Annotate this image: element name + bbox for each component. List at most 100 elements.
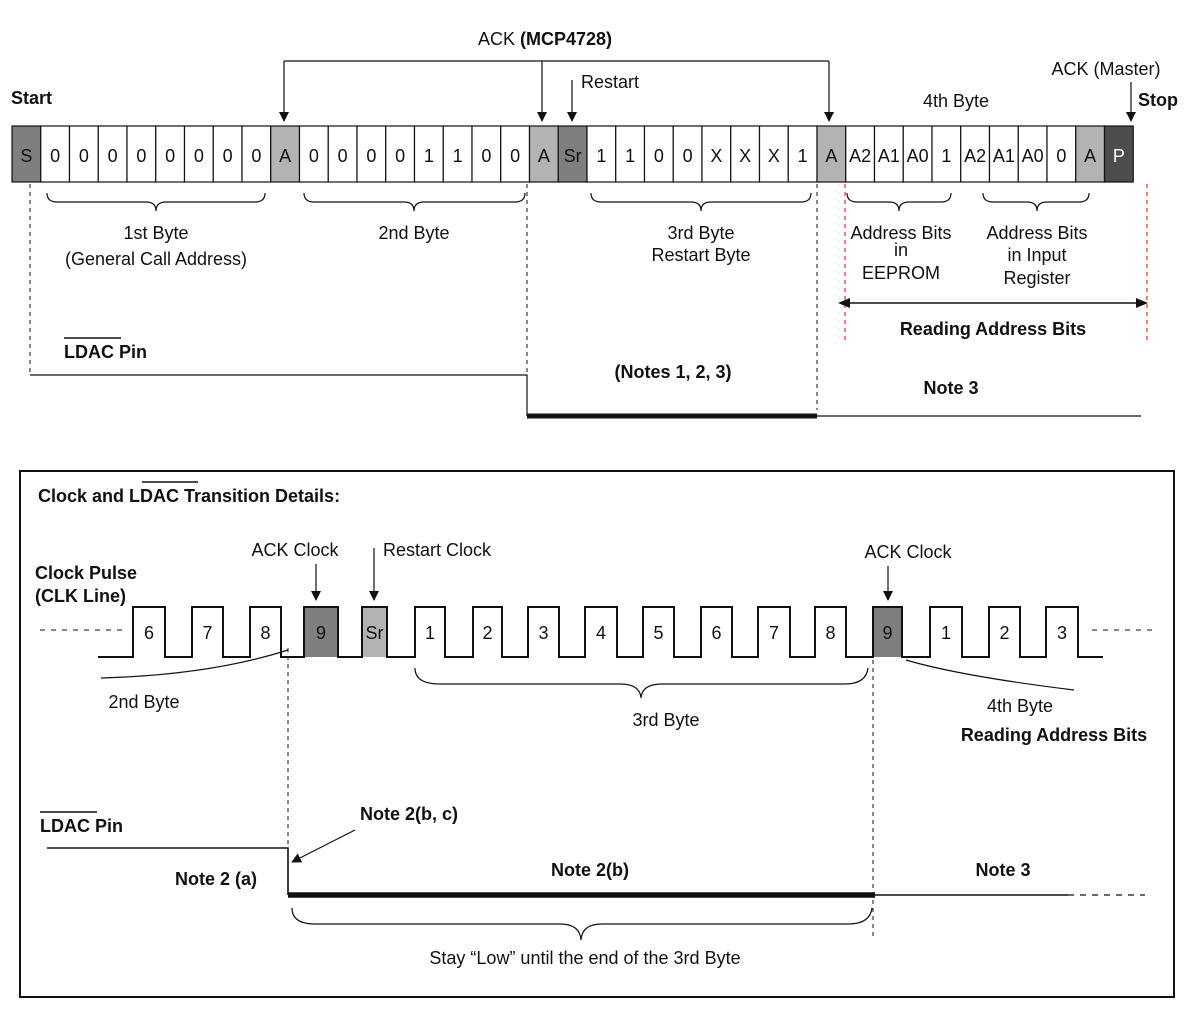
bit-cell: 1: [615, 125, 646, 183]
bit-cell: X: [730, 125, 761, 183]
bit-cell: 0: [500, 125, 531, 183]
bit-cell-label: 0: [108, 146, 118, 166]
bit-cell: 0: [68, 125, 99, 183]
bit-cell: 0: [672, 125, 703, 183]
bit-cell-label: S: [20, 146, 32, 166]
clock-pulse-label: 3: [1057, 623, 1067, 643]
clock-pulse-fill: [362, 607, 387, 657]
top-ldac-waveform: [30, 374, 1141, 419]
byte4-curve: [905, 659, 1075, 691]
bit-cell: 1: [931, 125, 962, 183]
bit-cell: X: [701, 125, 732, 183]
bit-cell-label: 1: [453, 146, 463, 166]
clock-pulse-label: 6: [711, 623, 721, 643]
ack-clock2-label: ACK Clock: [864, 542, 952, 562]
bit-cell-label: A: [538, 146, 550, 166]
top-ldac-pin-label: LDAC Pin: [64, 342, 147, 362]
clock-pulse-label: 6: [144, 623, 154, 643]
bit-cell-label: A0: [907, 146, 929, 166]
bit-cell-label: 0: [654, 146, 664, 166]
top-section: ACK (MCP4728) Restart Start Stop ACK (Ma…: [11, 29, 1178, 419]
brace-byte1: [46, 192, 266, 212]
clock-pulse-label-1: Clock Pulse: [35, 563, 137, 583]
bit-cell-label: 0: [165, 146, 175, 166]
bit-cell: 0: [183, 125, 214, 183]
bottom-byte3-label: 3rd Byte: [632, 710, 699, 730]
bit-cell: P: [1103, 125, 1134, 183]
bit-cell-label: A2: [849, 146, 871, 166]
bit-cell: A1: [988, 125, 1019, 183]
bit-cell: A2: [845, 125, 876, 183]
ack-mcp4728-label: ACK (MCP4728): [478, 29, 612, 49]
details-title: Clock and LDAC Transition Details:: [38, 486, 340, 506]
clock-pulse-label: 1: [941, 623, 951, 643]
bit-cell: A0: [1017, 125, 1048, 183]
bit-cell: 0: [40, 125, 71, 183]
bit-cell-label: A2: [964, 146, 986, 166]
clock-pulse-label: 9: [316, 623, 326, 643]
clock-pulse-fill: [873, 607, 902, 657]
bit-cell-label: 1: [596, 146, 606, 166]
addr-eeprom-label-3: EEPROM: [862, 263, 940, 283]
clock-pulse-label: 2: [482, 623, 492, 643]
bit-cell: A: [1075, 125, 1106, 183]
bit-cell-label: 0: [366, 146, 376, 166]
reading-address-label: Reading Address Bits: [900, 319, 1086, 339]
note2b-label: Note 2(b): [551, 860, 629, 880]
bit-cell-label: 0: [50, 146, 60, 166]
addr-input-label-1: Address Bits: [986, 223, 1087, 243]
bottom-ldac-waveform: [47, 847, 1145, 898]
bit-cell-label: A: [825, 146, 837, 166]
bit-cell-label: 1: [625, 146, 635, 166]
ack-clock-label: ACK Clock: [251, 540, 339, 560]
bit-cell: Sr: [557, 125, 588, 183]
bit-cell: 0: [155, 125, 186, 183]
bit-cell-label: P: [1113, 146, 1125, 166]
bit-cell: A2: [960, 125, 991, 183]
clock-waveform: 6 7 8 9 Sr 1 2 3 4 5 6 7 8 9 1 2 3: [98, 606, 1103, 658]
bit-cell: 0: [97, 125, 128, 183]
bit-cell: 0: [212, 125, 243, 183]
bit-cell-label: 0: [194, 146, 204, 166]
bit-cell: 0: [241, 125, 272, 183]
bit-cell-row: S 0 0 0 0 0 0 0 0 A 0 0 0 0 1 1 0 0 A Sr 1 1 0 0 X X X 1 A A2 A1 A0 1 A2 A…: [11, 125, 1134, 183]
clock-pulse-label: 8: [260, 623, 270, 643]
addr-eeprom-label-2: in: [894, 240, 908, 260]
bit-cell-label: A0: [1022, 146, 1044, 166]
bit-cell-label: X: [739, 146, 751, 166]
bit-cell: 1: [787, 125, 818, 183]
clock-pulse-label-2: (CLK Line): [35, 586, 126, 606]
clock-pulse-fill: [304, 607, 338, 657]
bit-cell: S: [11, 125, 42, 183]
note2bc-label: Note 2(b, c): [360, 804, 458, 824]
bit-cell-label: 0: [481, 146, 491, 166]
bit-cell: A: [816, 125, 847, 183]
brace-addr-input: [982, 192, 1090, 212]
bit-cell: A: [528, 125, 559, 183]
stay-low-brace: [291, 907, 873, 941]
stop-label: Stop: [1138, 90, 1178, 110]
addr-eeprom-label-1: Address Bits: [850, 223, 951, 243]
brace-byte3: [590, 192, 812, 212]
byte1-sublabel: (General Call Address): [65, 249, 247, 269]
top-note3-label: Note 3: [923, 378, 978, 398]
restart-label: Restart: [581, 72, 639, 92]
brace-addr-eeprom: [846, 192, 952, 212]
byte-braces: [46, 192, 1090, 212]
bit-cell-label: 0: [338, 146, 348, 166]
bottom-brace-byte3: [414, 667, 869, 699]
bit-cell: 1: [413, 125, 444, 183]
bottom-note3-label: Note 3: [975, 860, 1030, 880]
bit-cell-label: 0: [395, 146, 405, 166]
stay-low-label: Stay “Low” until the end of the 3rd Byte: [429, 948, 740, 968]
bit-cell-label: 1: [798, 146, 808, 166]
bit-cell: 0: [643, 125, 674, 183]
byte2-curve: [100, 649, 289, 679]
bit-cell: 0: [126, 125, 157, 183]
bottom-byte2-label: 2nd Byte: [108, 692, 179, 712]
bit-cell-label: 1: [941, 146, 951, 166]
bit-cell-label: 0: [79, 146, 89, 166]
bit-cell-label: A: [279, 146, 291, 166]
clock-pulse-label: 4: [596, 623, 606, 643]
notes-123-label: (Notes 1, 2, 3): [614, 362, 731, 382]
